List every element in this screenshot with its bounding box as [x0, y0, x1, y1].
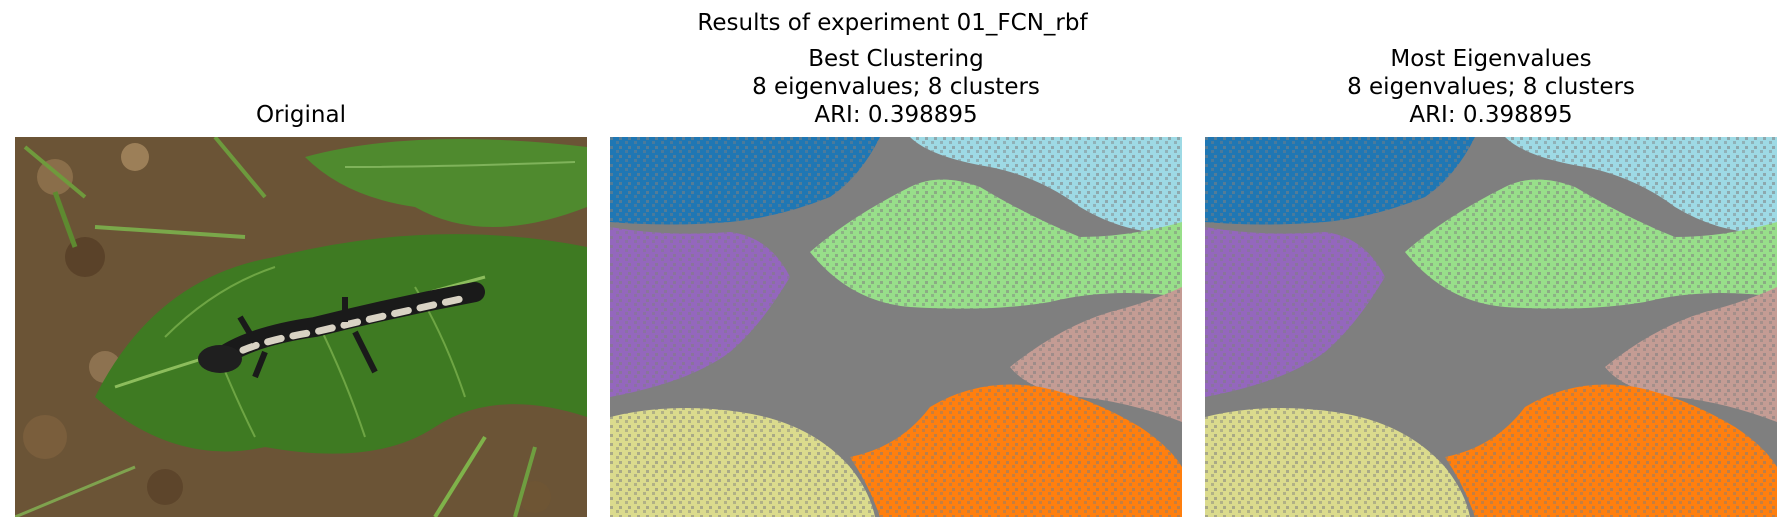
best-clustering-map [610, 137, 1182, 517]
original-image [15, 137, 587, 517]
figure-suptitle: Results of experiment 01_FCN_rbf [697, 10, 1088, 36]
panel-most-eigenvalues-title: Most Eigenvalues 8 eigenvalues; 8 cluste… [1205, 45, 1777, 129]
most-eigenvalues-panel [1205, 137, 1777, 517]
panel-most-eigenvalues-title-line: ARI: 0.398895 [1409, 102, 1573, 128]
panel-best-clustering-title-line: 8 eigenvalues; 8 clusters [752, 74, 1040, 100]
panel-most-eigenvalues-title-line: 8 eigenvalues; 8 clusters [1347, 74, 1635, 100]
panel-best-clustering-title-line: Best Clustering [808, 46, 984, 72]
panel-best-clustering-title-line: ARI: 0.398895 [814, 102, 978, 128]
panel-most-eigenvalues-title-line: Most Eigenvalues [1390, 46, 1592, 72]
panel-original-title: Original [15, 101, 587, 129]
panel-original-title-line: Original [255, 102, 346, 128]
panel-best-clustering-title: Best Clustering 8 eigenvalues; 8 cluster… [610, 45, 1182, 129]
most-eigenvalues-map [1205, 137, 1777, 517]
best-clustering-panel [610, 137, 1182, 517]
original-image-panel [15, 137, 587, 517]
